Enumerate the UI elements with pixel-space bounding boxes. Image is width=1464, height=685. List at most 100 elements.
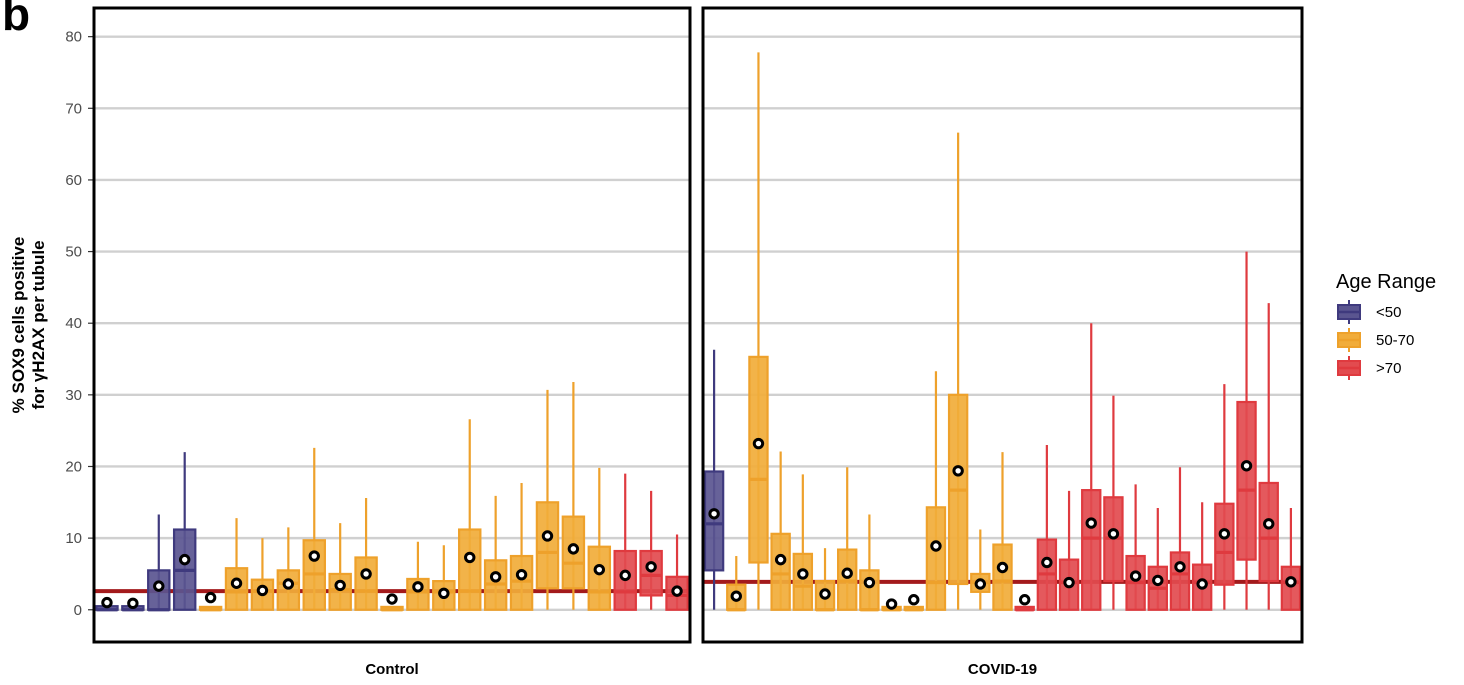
box-23 <box>665 534 689 611</box>
mean-point <box>153 580 165 592</box>
box-7 <box>837 467 858 611</box>
box-iqr <box>1236 400 1257 561</box>
box-5 <box>792 474 814 611</box>
mean-point <box>819 588 831 600</box>
mean-point <box>230 577 243 589</box>
y-tick-label: 20 <box>65 458 82 475</box>
legend-entries: <50 50-70 >70 <box>1337 300 1414 380</box>
mean-point <box>885 598 898 610</box>
mean-point <box>360 568 372 580</box>
box-19 <box>561 381 586 610</box>
box-17 <box>1058 490 1080 611</box>
mean-point <box>308 550 320 562</box>
mean-point <box>996 561 1009 574</box>
box-20 <box>1125 484 1146 611</box>
box-iqr <box>639 549 663 597</box>
mean-point <box>412 581 424 593</box>
box-iqr <box>328 572 352 611</box>
box-iqr <box>792 552 814 611</box>
box-iqr <box>1258 481 1279 583</box>
box-9 <box>881 598 902 612</box>
box-13 <box>970 529 991 610</box>
box-5 <box>198 591 223 612</box>
mean-point <box>541 530 554 542</box>
mean-point <box>952 465 964 477</box>
box-iqr <box>1280 565 1302 611</box>
mean-point <box>645 561 657 573</box>
box-13 <box>406 541 430 611</box>
box-3 <box>147 514 171 612</box>
box-iqr <box>992 543 1013 611</box>
box-15 <box>458 419 482 611</box>
y-tick-label: 10 <box>65 530 82 547</box>
box-9 <box>302 447 326 611</box>
legend-title: Age Range <box>1336 271 1436 293</box>
mean-point <box>1240 460 1253 472</box>
legend-label: <50 <box>1376 304 1401 321</box>
box-20 <box>587 467 612 611</box>
box-12 <box>380 593 404 612</box>
mean-point <box>974 578 987 590</box>
box-iqr <box>354 556 378 611</box>
y-tick-label: 30 <box>65 387 82 404</box>
mean-point <box>1196 578 1208 590</box>
box-7 <box>250 538 275 611</box>
mean-point <box>515 568 528 581</box>
panel-marks <box>94 381 690 612</box>
box-8 <box>276 527 301 611</box>
mean-point <box>752 437 765 450</box>
box-8 <box>859 514 880 612</box>
box-iqr <box>770 532 791 611</box>
box-iqr <box>1169 551 1191 611</box>
box-19 <box>1103 395 1124 610</box>
legend-item: <50 <box>1337 300 1401 324</box>
box-15 <box>1014 594 1035 612</box>
panel-frame <box>701 6 1304 644</box>
mean-point <box>1018 594 1031 606</box>
box-6 <box>814 548 836 612</box>
mean-point <box>841 567 853 579</box>
box-18 <box>535 389 560 610</box>
box-27 <box>1280 508 1302 611</box>
mean-point <box>1263 518 1275 530</box>
mean-point <box>178 553 191 566</box>
y-axis-title-line2: for γH2AX per tubule <box>29 240 48 409</box>
legend: Age Range <50 50-70 >70 <box>1336 271 1436 380</box>
panel-control: Control <box>92 6 692 678</box>
box-21 <box>1147 508 1168 611</box>
box-11 <box>925 371 947 611</box>
mean-point <box>930 540 942 552</box>
box-iqr <box>1081 489 1102 611</box>
legend-item: 50-70 <box>1337 328 1414 352</box>
mean-point <box>863 576 876 589</box>
mean-point <box>1107 528 1120 540</box>
box-4 <box>770 451 791 611</box>
y-tick-label: 40 <box>65 315 82 332</box>
box-iqr <box>703 470 725 572</box>
mean-point <box>797 568 809 580</box>
box-18 <box>1081 323 1102 611</box>
figure-label: b <box>2 0 30 40</box>
box-iqr <box>509 554 534 611</box>
panel-label: COVID-19 <box>968 661 1037 678</box>
box-17 <box>509 482 534 611</box>
mean-point <box>774 553 787 566</box>
box-iqr <box>224 567 249 611</box>
box-6 <box>224 518 249 611</box>
mean-point <box>1041 556 1053 569</box>
mean-point <box>1129 570 1142 582</box>
mean-point <box>438 587 450 599</box>
mean-point <box>256 584 269 597</box>
mean-point <box>671 585 683 597</box>
mean-point <box>464 551 476 564</box>
box-1 <box>95 596 119 612</box>
box-22 <box>1169 467 1191 611</box>
y-tick-label: 0 <box>74 602 82 619</box>
y-tick-label: 60 <box>65 172 82 189</box>
box-16 <box>1036 444 1058 611</box>
box-3 <box>748 52 769 610</box>
mean-point <box>334 579 346 592</box>
panel-frame <box>92 6 692 644</box>
y-axis-title-line1: % SOX9 cells positive <box>9 237 28 414</box>
box-4 <box>172 452 197 611</box>
